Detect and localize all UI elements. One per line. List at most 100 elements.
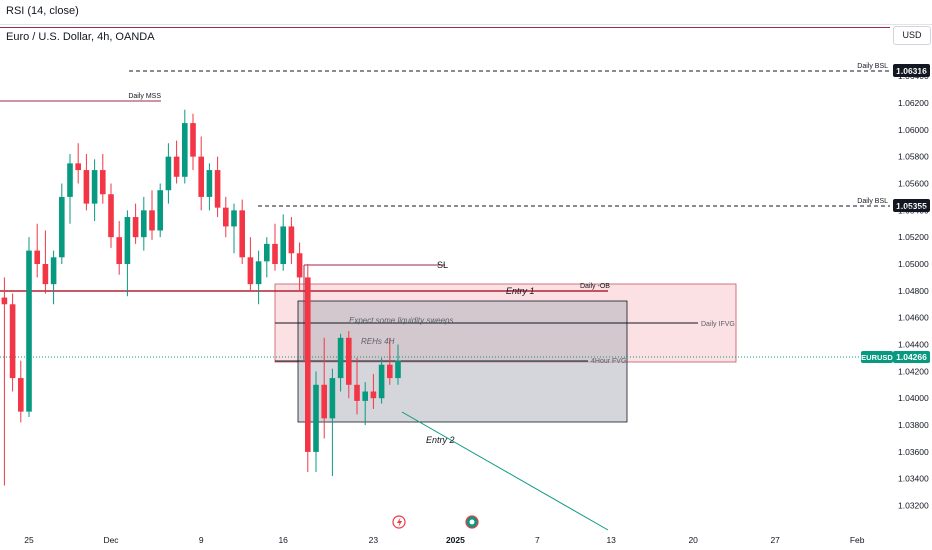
candle-body [91, 170, 98, 204]
y-tick-label: 1.03400 [898, 474, 929, 484]
candle [149, 190, 155, 240]
label-liquidity-sweeps: Expect some liquidity sweeps [349, 316, 454, 325]
candle [313, 371, 319, 473]
candle-body [272, 243, 278, 265]
symbol-title: Euro / U.S. Dollar, 4h, OANDA [6, 31, 155, 43]
x-tick-label: 25 [24, 535, 34, 545]
candle [321, 337, 327, 439]
candle-body [305, 277, 311, 452]
candle [214, 156, 221, 218]
projection-line [401, 411, 609, 531]
candle-body [354, 384, 360, 401]
candle-body [173, 156, 180, 177]
candle [223, 196, 229, 238]
candle-body [83, 170, 90, 204]
zones-layer [274, 283, 737, 423]
candle [124, 210, 131, 297]
candle-body [362, 391, 368, 401]
candle-body [247, 257, 254, 285]
daily-bsl-mid-badge [893, 199, 930, 212]
event-icons [392, 515, 479, 529]
candle-body [329, 378, 336, 419]
currency-button[interactable]: USD [893, 26, 931, 45]
candle [100, 153, 106, 204]
lines-layer [0, 70, 890, 531]
candle [75, 143, 81, 184]
candle [255, 250, 262, 305]
candle [91, 159, 98, 222]
candle [198, 136, 204, 211]
candle-body [214, 170, 221, 208]
price-axis: 1.03200 1.03400 1.03600 1.03800 1.04000 1.042… [898, 71, 929, 510]
candle [67, 153, 73, 224]
label-4hour-fvg: 4Hour FVG [591, 358, 626, 365]
candle-body [206, 170, 213, 197]
annotation-labels: Daily MSS Daily BSL Daily BSL SL Entry 1… [128, 63, 888, 445]
candle-body [124, 217, 131, 265]
last-price-badge-text: 1.04266 [896, 352, 927, 362]
candle [157, 183, 163, 238]
candle-body [223, 207, 229, 227]
candle-body [50, 257, 57, 285]
y-tick-label: 1.03200 [898, 501, 929, 511]
y-tick-label: 1.03800 [898, 420, 929, 430]
candle-body [149, 210, 155, 231]
candle [108, 183, 114, 248]
candle [395, 344, 401, 385]
y-tick-label: 1.05600 [898, 178, 929, 188]
y-tick-label: 1.06000 [898, 125, 929, 135]
candle-body [116, 237, 122, 265]
candle-body [75, 163, 81, 171]
y-tick-label: 1.05800 [898, 152, 929, 162]
candle [329, 368, 336, 477]
x-tick-label: Feb [850, 535, 865, 545]
candle-body [321, 384, 327, 419]
candle-body [370, 391, 377, 399]
candle-body [9, 304, 16, 379]
candle [83, 153, 90, 211]
candle-body [165, 156, 172, 191]
candle [34, 223, 40, 278]
x-tick-label: 23 [369, 535, 379, 545]
y-tick-label: 1.05400 [898, 205, 929, 215]
candle-body [100, 170, 106, 195]
candle [116, 221, 122, 275]
y-tick-label: 1.06400 [898, 71, 929, 81]
label-entry-1: Entry 1 [506, 286, 535, 296]
candle [50, 250, 57, 305]
candle-body [231, 210, 237, 227]
candle [206, 163, 213, 211]
y-tick-label: 1.04200 [898, 366, 929, 376]
candles-layer [1, 109, 401, 486]
candle [378, 357, 385, 404]
candle-body [288, 226, 295, 254]
symbol-badge-text: EURUSD [861, 353, 893, 362]
candle [337, 333, 344, 392]
label-sl: SL [437, 260, 448, 270]
x-tick-label: 2025 [446, 535, 465, 545]
last-price-badge [893, 351, 930, 363]
rsi-indicator-pane: RSI (14, close) [0, 0, 932, 25]
candle [1, 277, 8, 486]
x-tick-label: 20 [688, 535, 698, 545]
y-tick-label: 1.04800 [898, 286, 929, 296]
candle [239, 199, 245, 265]
candle-body [132, 217, 139, 238]
rsi-indicator-label[interactable]: RSI (14, close) [6, 5, 79, 17]
title-divider [0, 27, 890, 28]
candle [9, 293, 16, 392]
candle-body [296, 253, 303, 278]
x-tick-label: 16 [278, 535, 288, 545]
time-axis: 25Dec9162320257132027Feb10 [24, 535, 865, 545]
label-daily-ob: Daily -OB [580, 283, 610, 290]
candle [264, 237, 270, 278]
candle-body [157, 190, 163, 231]
y-tick-label: 1.04000 [898, 393, 929, 403]
daily-bsl-top-badge [893, 64, 930, 77]
candle [346, 331, 352, 399]
candle [296, 242, 303, 291]
candle-body [378, 364, 385, 399]
x-tick-label: 7 [535, 535, 540, 545]
candle-body [190, 123, 196, 157]
